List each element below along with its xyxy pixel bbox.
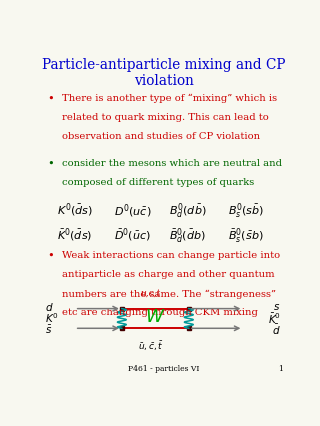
Text: $\bar{d}$: $\bar{d}$: [272, 323, 281, 337]
Text: •: •: [47, 159, 54, 169]
Text: antiparticle as charge and other quantum: antiparticle as charge and other quantum: [62, 270, 275, 279]
Text: 1: 1: [278, 365, 283, 373]
Text: $\bar{K}^0$: $\bar{K}^0$: [268, 311, 281, 325]
Text: $\bar{K}^{0}(\bar{d}s)$: $\bar{K}^{0}(\bar{d}s)$: [57, 227, 93, 244]
Text: $K^{0}(\bar{d}s)$: $K^{0}(\bar{d}s)$: [57, 202, 93, 219]
Text: $d$: $d$: [45, 301, 53, 313]
Text: $\bar{D}^{0}(\bar{u}c)$: $\bar{D}^{0}(\bar{u}c)$: [115, 227, 151, 244]
Text: composed of different types of quarks: composed of different types of quarks: [62, 178, 255, 187]
Text: There is another type of “mixing” which is: There is another type of “mixing” which …: [62, 94, 277, 103]
Text: •: •: [47, 94, 54, 104]
Text: $\bar{B}_{s}^{0}(\bar{s}b)$: $\bar{B}_{s}^{0}(\bar{s}b)$: [228, 227, 264, 246]
Text: $D^{0}(u\bar{c})$: $D^{0}(u\bar{c})$: [115, 202, 152, 220]
Text: •: •: [47, 251, 54, 261]
Text: observation and studies of CP violation: observation and studies of CP violation: [62, 132, 260, 141]
Text: $B_{d}^{0}(d\bar{b})$: $B_{d}^{0}(d\bar{b})$: [169, 202, 206, 221]
Text: etc are changing through CKM mixing: etc are changing through CKM mixing: [62, 308, 258, 317]
Text: $B_{s}^{0}(s\bar{b})$: $B_{s}^{0}(s\bar{b})$: [228, 202, 265, 221]
Text: Weak interactions can change particle into: Weak interactions can change particle in…: [62, 251, 280, 260]
Text: $\bar{u},\bar{c},\bar{t}$: $\bar{u},\bar{c},\bar{t}$: [138, 339, 163, 353]
Text: related to quark mixing. This can lead to: related to quark mixing. This can lead t…: [62, 113, 269, 122]
Text: P461 - particles VI: P461 - particles VI: [128, 365, 200, 373]
Text: consider the mesons which are neutral and: consider the mesons which are neutral an…: [62, 159, 282, 168]
Text: $\bar{B}_{d}^{0}(\bar{d}b)$: $\bar{B}_{d}^{0}(\bar{d}b)$: [169, 227, 206, 246]
Text: Particle-antiparticle mixing and CP
violation: Particle-antiparticle mixing and CP viol…: [42, 58, 286, 88]
Text: $s$: $s$: [273, 302, 281, 312]
Text: $\bar{s}$: $\bar{s}$: [45, 324, 52, 336]
Text: numbers are the same. The “strangeness”: numbers are the same. The “strangeness”: [62, 289, 276, 299]
Text: $K^0$: $K^0$: [45, 311, 59, 325]
Text: u,c,t: u,c,t: [140, 289, 160, 298]
Text: $W$: $W$: [145, 308, 165, 326]
